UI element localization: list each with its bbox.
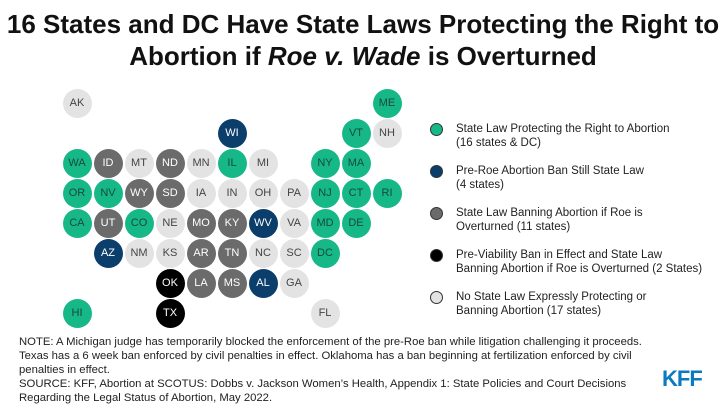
state-tile-nj: NJ [310, 178, 340, 208]
state-tile-wa: WA [62, 148, 92, 178]
state-tile-ms: MS [217, 268, 247, 298]
legend-swatch [430, 165, 443, 178]
state-tile-ky: KY [217, 208, 247, 238]
tile-map: AK ME WI VT NH WA ID MT ND MN IL MI NY MA OR NV WY SD IA IN… [62, 88, 402, 328]
state-tile-mt: MT [124, 148, 154, 178]
state-tile-oh: OH [248, 178, 278, 208]
state-tile-nd: ND [155, 148, 185, 178]
state-tile-wv: WV [248, 208, 278, 238]
state-tile-co: CO [124, 208, 154, 238]
state-tile-az: AZ [93, 238, 123, 268]
state-tile-dc: DC [310, 238, 340, 268]
legend-swatch [430, 291, 443, 304]
state-tile-or: OR [62, 178, 92, 208]
legend-sublabel: (16 states & DC) [456, 137, 541, 149]
state-tile-al: AL [248, 268, 278, 298]
legend-item-protect: State Law Protecting the Right to Aborti… [428, 122, 718, 150]
legend-item-none: No State Law Expressly Protecting or Bann… [428, 290, 718, 318]
source-text: SOURCE: KFF, Abortion at SCOTUS: Dobbs v… [19, 378, 627, 404]
legend-item-preroe: Pre-Roe Abortion Ban Still State Law (4 s… [428, 164, 718, 192]
state-tile-nh: NH [372, 118, 402, 148]
state-tile-hi: HI [62, 298, 92, 328]
legend-label: No State Law Expressly Protecting or [456, 291, 647, 303]
legend-swatch [430, 123, 443, 136]
state-tile-tx: TX [155, 298, 185, 328]
state-tile-ok: OK [155, 268, 185, 298]
state-tile-sc: SC [279, 238, 309, 268]
state-tile-sd: SD [155, 178, 185, 208]
note-text: NOTE: A Michigan judge has temporarily b… [19, 336, 642, 376]
state-tile-ia: IA [186, 178, 216, 208]
state-tile-nv: NV [93, 178, 123, 208]
state-tile-nc: NC [248, 238, 278, 268]
legend-sublabel: Banning Abortion (17 states) [456, 305, 602, 317]
state-tile-pa: PA [279, 178, 309, 208]
legend-label: State Law Protecting the Right to Aborti… [456, 123, 670, 135]
state-tile-ak: AK [62, 88, 92, 118]
legend-item-previability: Pre-Viability Ban in Effect and State La… [428, 248, 718, 276]
state-tile-la: LA [186, 268, 216, 298]
legend-label: Pre-Roe Abortion Ban Still State Law [456, 165, 644, 177]
state-tile-ny: NY [310, 148, 340, 178]
state-tile-ar: AR [186, 238, 216, 268]
state-tile-wi: WI [217, 118, 247, 148]
state-tile-va: VA [279, 208, 309, 238]
kff-logo: KFF [662, 366, 703, 391]
state-tile-me: ME [372, 88, 402, 118]
page-title: 16 States and DC Have State Laws Protect… [6, 9, 720, 71]
state-tile-mo: MO [186, 208, 216, 238]
state-tile-ri: RI [372, 178, 402, 208]
state-tile-id: ID [93, 148, 123, 178]
state-tile-ga: GA [279, 268, 309, 298]
state-tile-ct: CT [341, 178, 371, 208]
legend-sublabel: (4 states) [456, 179, 504, 191]
state-tile-il: IL [217, 148, 247, 178]
legend-item-ban: State Law Banning Abortion if Roe is Over… [428, 206, 718, 234]
state-tile-ca: CA [62, 208, 92, 238]
state-tile-in: IN [217, 178, 247, 208]
state-tile-wy: WY [124, 178, 154, 208]
state-tile-md: MD [310, 208, 340, 238]
footnote: NOTE: A Michigan judge has temporarily b… [19, 335, 659, 405]
state-tile-mn: MN [186, 148, 216, 178]
legend: State Law Protecting the Right to Aborti… [428, 122, 718, 332]
legend-sublabel: Banning Abortion if Roe is Overturned (2… [456, 263, 703, 275]
state-tile-ne: NE [155, 208, 185, 238]
state-tile-nm: NM [124, 238, 154, 268]
state-tile-ks: KS [155, 238, 185, 268]
state-tile-tn: TN [217, 238, 247, 268]
state-tile-mi: MI [248, 148, 278, 178]
legend-swatch [430, 207, 443, 220]
state-tile-fl: FL [310, 298, 340, 328]
state-tile-vt: VT [341, 118, 371, 148]
legend-label: Pre-Viability Ban in Effect and State La… [456, 249, 663, 261]
legend-sublabel: Overturned (11 states) [456, 221, 571, 233]
state-tile-de: DE [341, 208, 371, 238]
legend-swatch [430, 249, 443, 262]
legend-label: State Law Banning Abortion if Roe is [456, 207, 643, 219]
state-tile-ut: UT [93, 208, 123, 238]
state-tile-ma: MA [341, 148, 371, 178]
